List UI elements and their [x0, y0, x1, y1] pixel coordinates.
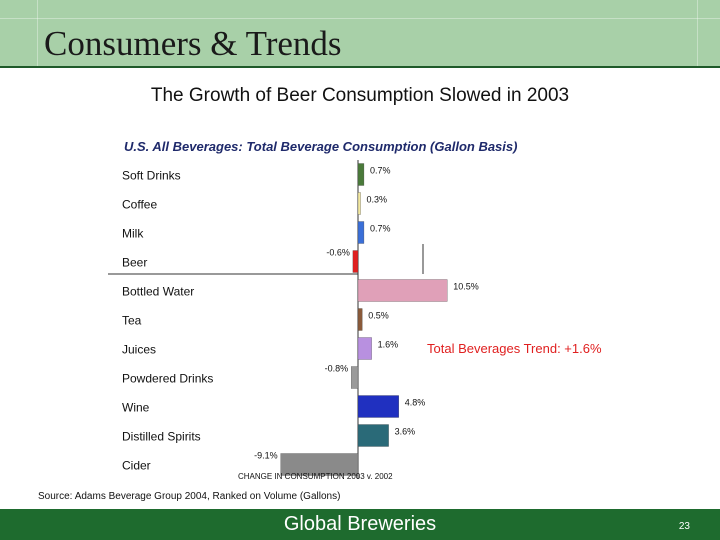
bar: [351, 366, 359, 389]
category-label: Cider: [122, 459, 151, 473]
header-band: Consumers & Trends: [0, 0, 720, 66]
footer-text: Global Breweries: [283, 513, 437, 535]
bar: [357, 279, 448, 302]
value-label: 4.8%: [405, 398, 426, 408]
value-label: 1.6%: [378, 340, 399, 350]
header-gridline: [697, 0, 698, 66]
trend-annotation: Total Beverages Trend: +1.6%: [427, 341, 602, 356]
chart-title: U.S. All Beverages: Total Beverage Consu…: [124, 139, 518, 154]
category-label: Tea: [122, 314, 142, 328]
x-axis-label: CHANGE IN CONSUMPTION 2003 v. 2002: [238, 472, 393, 481]
value-label: 10.5%: [453, 282, 479, 292]
category-label: Bottled Water: [122, 285, 194, 299]
value-label: 0.7%: [370, 166, 391, 176]
category-label: Juices: [122, 343, 156, 357]
page-number: 23: [678, 521, 690, 532]
bar: [357, 337, 372, 360]
category-label: Coffee: [122, 198, 157, 212]
value-label: 3.6%: [395, 427, 416, 437]
value-label: -0.8%: [325, 364, 349, 374]
footer-band: [0, 509, 720, 540]
bar: [357, 221, 365, 244]
category-label: Powdered Drinks: [122, 372, 213, 386]
slide-title: The Growth of Beer Consumption Slowed in…: [150, 85, 570, 106]
category-label: Beer: [122, 256, 147, 270]
category-label: Wine: [122, 401, 150, 415]
header-rule: [0, 66, 720, 68]
category-label: Distilled Spirits: [122, 430, 201, 444]
bar: [352, 250, 359, 273]
category-label: Soft Drinks: [122, 169, 181, 183]
header-gridline: [0, 18, 720, 19]
source-note: Source: Adams Beverage Group 2004, Ranke…: [38, 491, 340, 502]
value-label: -0.6%: [326, 248, 350, 258]
header-gridline: [37, 0, 38, 66]
header-title: Consumers & Trends: [44, 24, 342, 63]
value-label: 0.7%: [370, 224, 391, 234]
bar: [357, 192, 361, 215]
bar: [357, 395, 399, 418]
bar-chart: Soft Drinks 0.7% Coffee 0.3% Milk 0.7% Beer -0.…: [38, 160, 602, 502]
category-label: Milk: [122, 227, 144, 241]
bar: [357, 163, 365, 186]
bar: [357, 308, 363, 331]
value-label: -9.1%: [254, 451, 278, 461]
value-label: 0.3%: [367, 195, 388, 205]
value-label: 0.5%: [368, 311, 389, 321]
bar: [357, 424, 389, 447]
bar: [280, 453, 359, 476]
